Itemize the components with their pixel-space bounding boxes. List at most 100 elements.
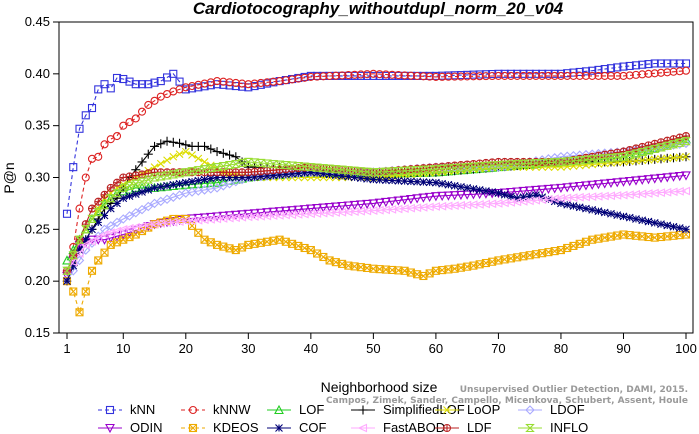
citation-note-line1: Unsupervised Outlier Detection, DAMI, 20… bbox=[460, 385, 688, 395]
data-point-hourglass bbox=[187, 167, 197, 176]
data-point-circle bbox=[531, 71, 540, 80]
data-point-circle bbox=[431, 72, 440, 81]
data-point-hourglass bbox=[593, 154, 604, 163]
data-point-hourglass bbox=[631, 149, 641, 158]
data-point-circle bbox=[513, 71, 522, 80]
data-point-circle bbox=[594, 71, 603, 80]
data-point-star bbox=[613, 211, 622, 219]
data-point-star bbox=[457, 182, 465, 191]
legend-label: KDEOS bbox=[213, 420, 259, 434]
data-point-plus bbox=[200, 141, 210, 151]
data-point-square bbox=[150, 78, 159, 87]
data-point-triangle-down bbox=[380, 197, 391, 208]
data-point-hourglass bbox=[74, 235, 85, 244]
legend-label: COF bbox=[299, 420, 327, 434]
data-point-triangle-down bbox=[537, 185, 548, 195]
data-point-triangle-left bbox=[92, 233, 103, 243]
legend-marker-circle bbox=[188, 405, 198, 415]
data-point-triangle-down bbox=[280, 206, 291, 216]
data-point-triangle-down bbox=[305, 204, 316, 214]
data-point-square bbox=[656, 59, 666, 68]
data-point-star bbox=[619, 212, 628, 221]
data-point-triangle-down bbox=[518, 186, 529, 197]
data-point-circle bbox=[281, 76, 290, 85]
data-point-star bbox=[682, 225, 690, 234]
data-point-star bbox=[388, 176, 397, 185]
data-point-hourglass bbox=[562, 157, 573, 166]
data-point-circle bbox=[388, 70, 397, 79]
data-point-square bbox=[125, 77, 134, 86]
data-point-x bbox=[650, 155, 659, 164]
data-point-triangle-down bbox=[299, 205, 310, 215]
data-point-triangle-down bbox=[318, 203, 329, 213]
data-point-triangle-down bbox=[312, 204, 323, 214]
data-point-star bbox=[644, 217, 653, 226]
data-point-square bbox=[81, 111, 90, 120]
legend-item-fastabod: FastABOD bbox=[351, 420, 445, 434]
data-point-star bbox=[63, 277, 71, 286]
data-point-circle bbox=[488, 71, 497, 81]
data-point-triangle-down bbox=[330, 202, 341, 212]
data-point-hourglass bbox=[574, 156, 585, 165]
data-point-star bbox=[663, 221, 672, 230]
data-point-x bbox=[675, 153, 684, 162]
legend-label: kNNW bbox=[213, 402, 251, 417]
data-point-hourglass bbox=[456, 163, 466, 172]
data-point-circle bbox=[419, 72, 428, 81]
data-point-triangle-down bbox=[668, 172, 679, 182]
data-point-circle bbox=[269, 77, 278, 86]
data-point-hourglass bbox=[599, 154, 610, 163]
x-axis-label: Neighborhood size bbox=[321, 379, 438, 395]
data-point-hourglass bbox=[230, 159, 241, 169]
data-point-diamond bbox=[112, 217, 122, 228]
data-point-circle bbox=[238, 79, 247, 88]
data-point-circle bbox=[206, 78, 215, 87]
legend-item-ldf: LDF bbox=[435, 420, 492, 434]
data-point-triangle-down bbox=[562, 183, 573, 193]
series-line bbox=[66, 140, 687, 272]
data-point-square-x bbox=[75, 308, 84, 317]
data-point-circle bbox=[131, 114, 140, 123]
data-point-circle bbox=[363, 70, 372, 79]
data-point-square bbox=[569, 68, 578, 77]
data-point-circle bbox=[644, 69, 653, 78]
data-point-square bbox=[594, 65, 603, 74]
data-point-star bbox=[175, 179, 184, 188]
data-point-hourglass bbox=[431, 165, 441, 174]
data-point-triangle-left bbox=[80, 240, 90, 250]
data-point-circle bbox=[200, 79, 209, 88]
data-point-hourglass bbox=[681, 137, 691, 146]
data-point-hourglass bbox=[637, 148, 648, 157]
data-point-circle bbox=[394, 71, 403, 80]
data-point-triangle-down bbox=[543, 184, 554, 195]
data-point-triangle-left bbox=[67, 257, 78, 267]
data-point-circle bbox=[481, 72, 490, 81]
data-point-star bbox=[406, 177, 415, 186]
data-point-triangle-down bbox=[674, 171, 685, 182]
data-point-circle bbox=[425, 72, 434, 81]
legend-label: kNN bbox=[130, 402, 155, 417]
data-point-plus bbox=[137, 157, 147, 167]
legend-label: LoOP bbox=[467, 402, 500, 417]
data-point-hourglass bbox=[487, 161, 497, 170]
data-point-square-x bbox=[194, 228, 203, 237]
data-point-circle bbox=[356, 70, 365, 79]
data-point-triangle-down bbox=[556, 183, 566, 194]
data-point-hourglass bbox=[237, 158, 247, 168]
data-point-square bbox=[62, 209, 72, 218]
data-point-plus bbox=[175, 138, 185, 148]
data-point-diamond bbox=[99, 224, 110, 235]
data-point-triangle-down bbox=[606, 178, 616, 189]
data-point-star bbox=[500, 190, 509, 199]
data-point-circle bbox=[650, 69, 659, 78]
data-point-square bbox=[175, 77, 184, 86]
data-point-hourglass bbox=[130, 179, 141, 188]
data-point-x bbox=[169, 152, 178, 161]
data-point-hourglass bbox=[624, 151, 635, 160]
data-point-triangle-left bbox=[111, 226, 122, 236]
data-point-star bbox=[375, 175, 384, 184]
data-point-circle bbox=[125, 117, 134, 127]
data-point-square bbox=[619, 62, 628, 71]
data-point-circle bbox=[256, 78, 265, 88]
data-point-square bbox=[75, 124, 84, 133]
